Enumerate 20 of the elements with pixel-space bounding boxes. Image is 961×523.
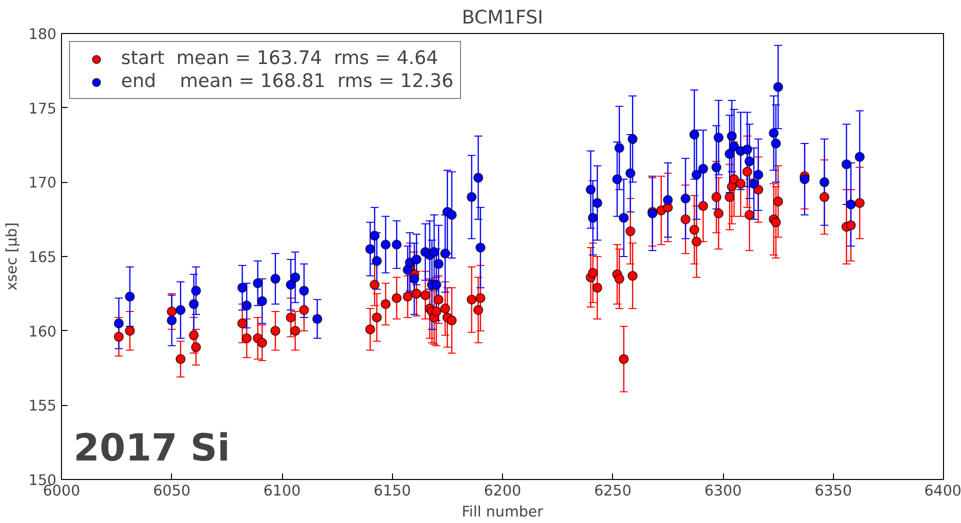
x-axis-title: Fill number	[462, 504, 544, 520]
annotation: 2017 Si	[74, 426, 230, 470]
x-tick-label: 6250	[594, 482, 632, 500]
y-tick-label: 155	[28, 398, 57, 415]
x-tick-label: 6100	[263, 482, 301, 500]
y-tick-label: 165	[28, 249, 57, 266]
x-tick-label: 6350	[814, 482, 852, 500]
legend-label: start mean = 163.74 rms = 4.64	[121, 48, 438, 69]
y-axis-title: xsec [μb]	[4, 222, 21, 291]
x-tick-label: 6150	[374, 482, 411, 500]
y-tick-label: 175	[28, 100, 57, 118]
y-tick-label: 170	[28, 174, 57, 192]
x-tick-label: 6050	[153, 482, 190, 500]
legend-label: end mean = 168.81 rms = 12.36	[121, 71, 454, 92]
x-tick-label: 6400	[924, 482, 961, 500]
x-tick-label: 6200	[484, 482, 522, 500]
y-tick-label: 180	[28, 26, 57, 43]
y-tick-label: 160	[28, 323, 57, 340]
x-tick-label: 6300	[704, 482, 742, 500]
chart-title: BCM1FSI	[462, 8, 544, 28]
